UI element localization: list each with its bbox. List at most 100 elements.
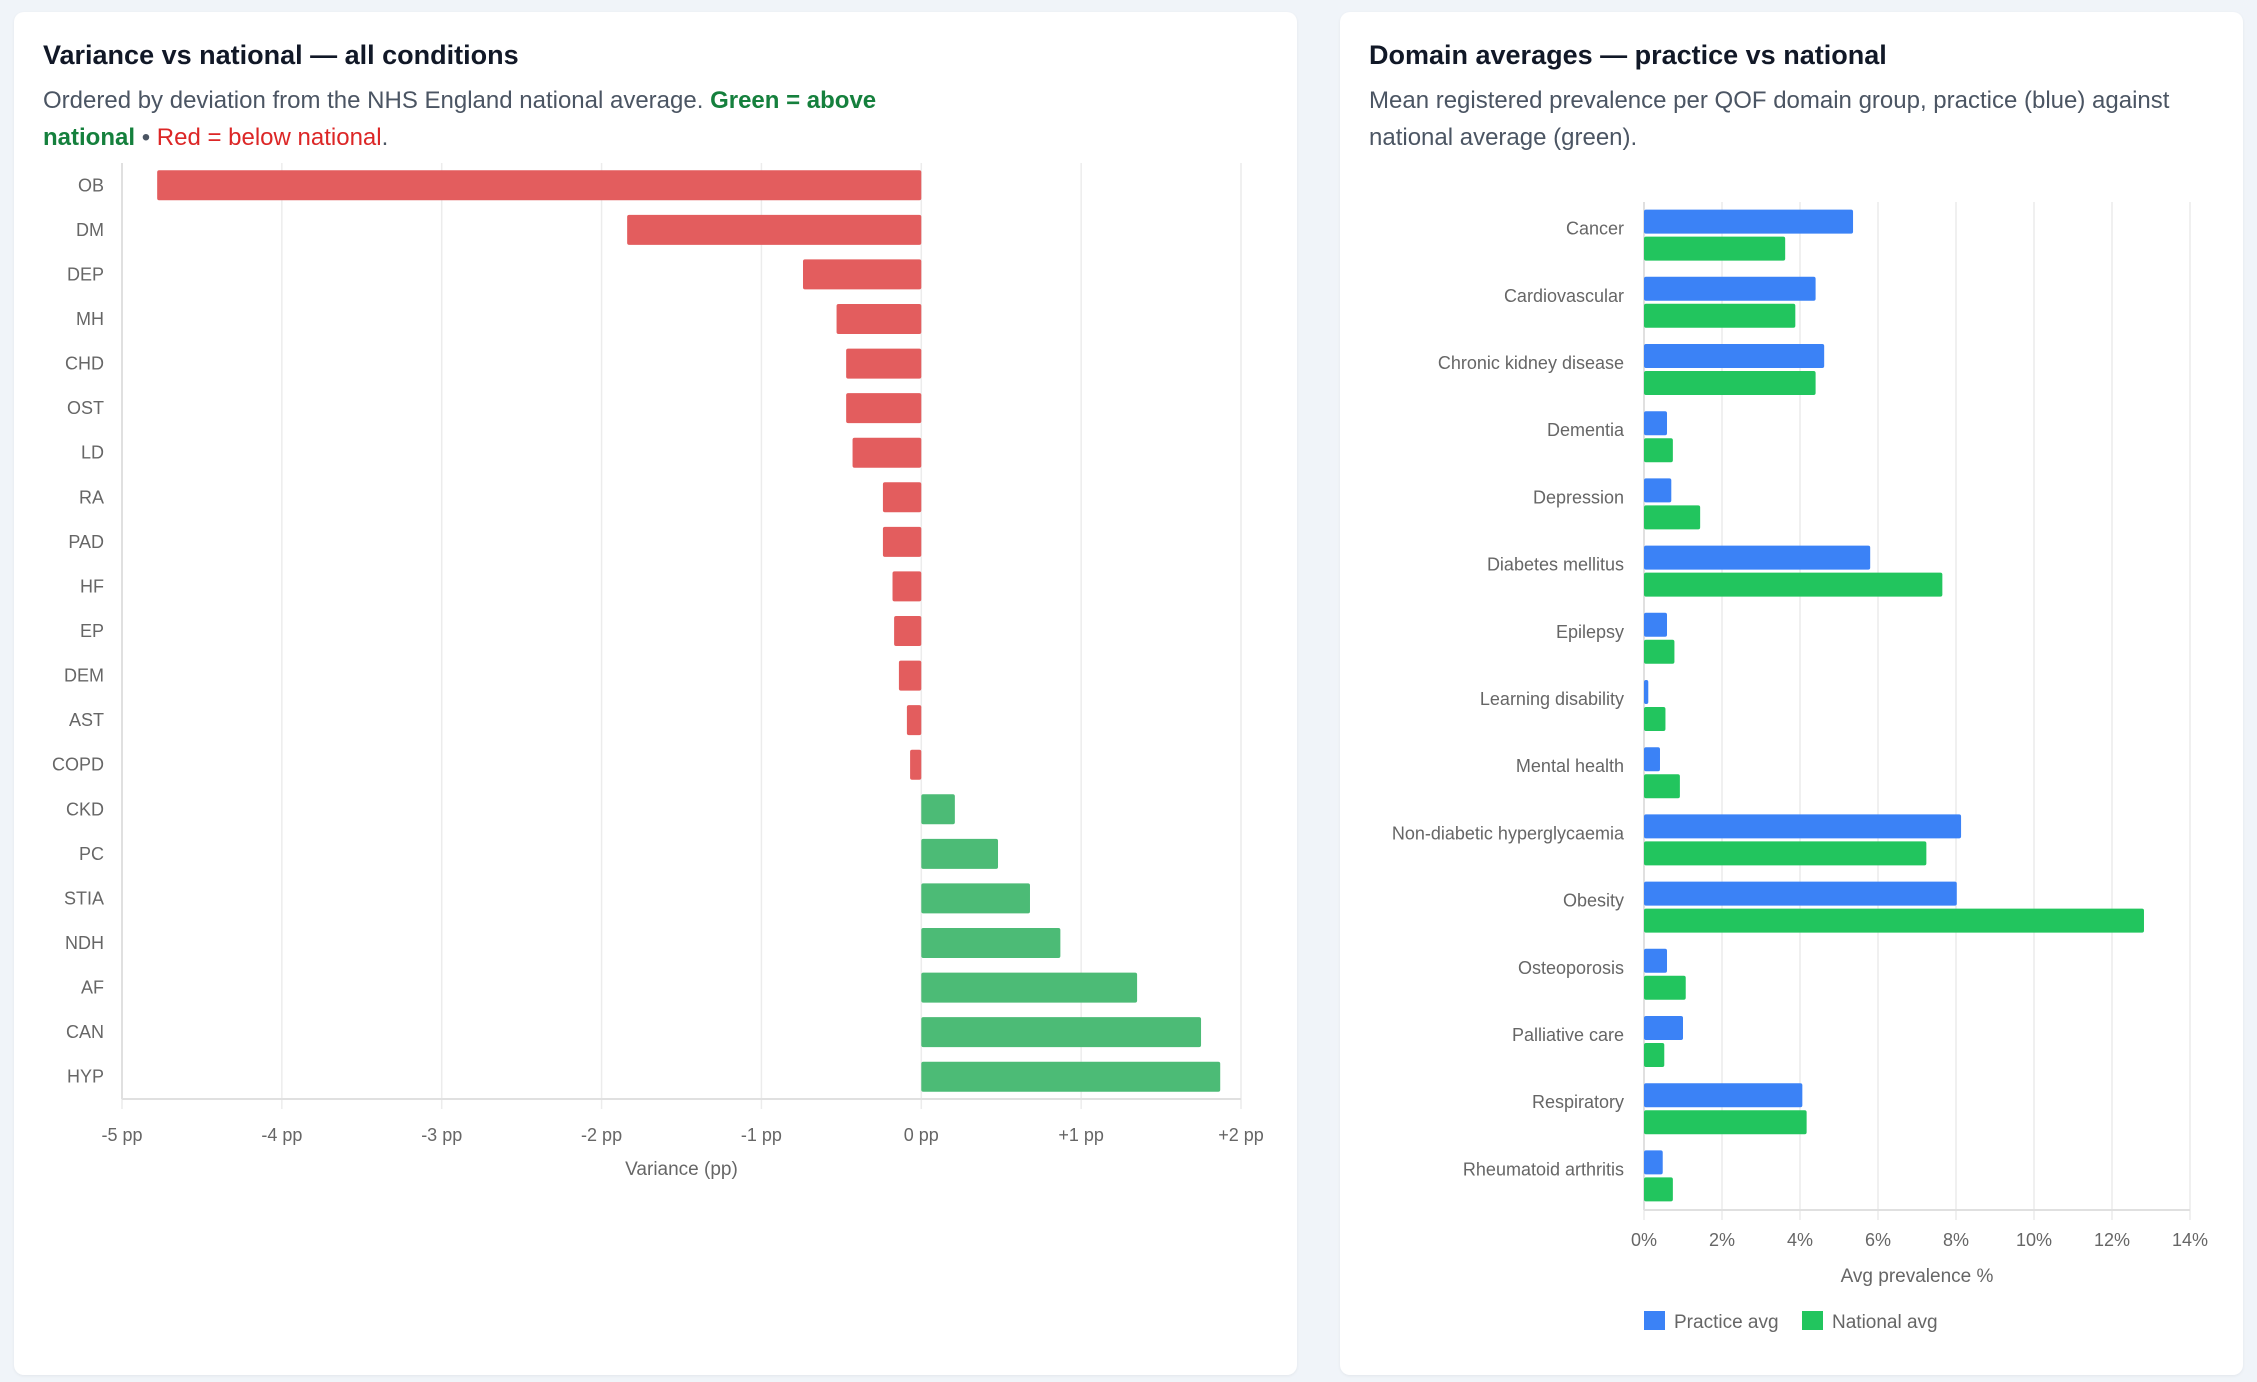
y-tick-label: Rheumatoid arthritis — [1463, 1159, 1624, 1179]
bar-ckd — [921, 794, 955, 825]
national-bar — [1644, 1110, 1807, 1135]
y-tick-label: MH — [76, 309, 104, 329]
y-tick-label: OB — [78, 175, 104, 195]
x-tick-label: 0 pp — [904, 1125, 939, 1145]
x-tick-label: 2% — [1709, 1230, 1735, 1250]
bar-ld — [852, 437, 922, 468]
y-tick-label: OST — [67, 398, 104, 418]
y-tick-label: Chronic kidney disease — [1438, 353, 1624, 373]
y-tick-label: DEP — [67, 264, 104, 284]
y-tick-label: NDH — [65, 933, 104, 953]
variance-chart: -5 pp -4 pp -3 pp -2 pp -1 pp 0 pp +1 pp +2 pp O… — [52, 163, 1264, 1180]
y-tick-label: HYP — [67, 1067, 104, 1087]
variance-card: Variance vs national — all conditions Or… — [14, 12, 1297, 1375]
y-tick-label: DEM — [64, 666, 104, 686]
y-tick-label: Cardiovascular — [1504, 286, 1624, 306]
variance-title: Variance vs national — all conditions — [43, 40, 519, 70]
legend-swatch — [1802, 1311, 1823, 1330]
y-tick-label: Learning disability — [1480, 689, 1624, 709]
legend-red-text: Red = below national — [156, 124, 382, 151]
y-tick-label: CKD — [66, 799, 104, 819]
bar-ob — [157, 170, 922, 201]
x-axis-title: Variance (pp) — [625, 1159, 738, 1180]
national-bar — [1644, 841, 1927, 866]
bar-stia — [921, 883, 1030, 914]
y-tick-label: STIA — [64, 888, 104, 908]
bar-hf — [892, 571, 922, 602]
legend-label: National avg — [1832, 1312, 1938, 1333]
practice-bar — [1644, 747, 1660, 772]
bar-hyp — [921, 1061, 1221, 1092]
subtitle-text: Ordered by deviation from the NHS Englan… — [43, 87, 704, 114]
bar-ast — [906, 705, 922, 736]
practice-bar — [1644, 680, 1649, 704]
x-tick-label: -2 pp — [581, 1125, 622, 1145]
bar-can — [921, 1017, 1202, 1048]
domain-chart: 0% 2% 4% 6% 8% 10% 12% 14% Cancer Cardiovascular C… — [1392, 202, 2208, 1333]
x-tick-label: -4 pp — [261, 1125, 302, 1145]
x-tick-label: 8% — [1943, 1230, 1969, 1250]
national-bar — [1644, 639, 1675, 664]
y-tick-label: Mental health — [1516, 756, 1624, 776]
practice-bar — [1644, 612, 1668, 637]
separator: • — [141, 124, 151, 151]
y-tick-label: Osteoporosis — [1518, 958, 1624, 978]
x-tick-label: 0% — [1631, 1230, 1657, 1250]
bar-pad — [882, 526, 922, 557]
national-bar — [1644, 303, 1796, 328]
domain-subtitle: Mean registered prevalence per QOF domai… — [1369, 87, 2170, 151]
x-tick-label: +1 pp — [1058, 1125, 1104, 1145]
national-bar — [1644, 707, 1666, 731]
practice-bar — [1644, 344, 1825, 368]
subtitle-suffix: . — [381, 124, 389, 151]
bar-ndh — [921, 928, 1061, 958]
practice-bar — [1644, 814, 1962, 839]
legend-swatch — [1644, 1311, 1665, 1330]
practice-bar — [1644, 881, 1957, 906]
national-bar — [1644, 236, 1786, 261]
practice-bar — [1644, 1083, 1803, 1108]
y-tick-label: PAD — [68, 532, 104, 552]
bar-ra — [882, 482, 922, 513]
y-tick-label: EP — [80, 621, 104, 641]
practice-bar — [1644, 209, 1854, 234]
national-bar — [1644, 975, 1686, 1000]
y-tick-label: Obesity — [1563, 891, 1624, 911]
y-tick-label: Palliative care — [1512, 1025, 1624, 1045]
y-tick-label: Dementia — [1547, 420, 1625, 440]
y-tick-label: COPD — [52, 755, 104, 775]
y-tick-label: CAN — [66, 1022, 104, 1042]
practice-bar — [1644, 478, 1672, 503]
y-tick-label: HF — [80, 576, 104, 596]
x-tick-label: 14% — [2172, 1230, 2208, 1250]
y-tick-label: Epilepsy — [1556, 622, 1624, 642]
practice-bar — [1644, 948, 1668, 973]
practice-bar — [1644, 545, 1871, 570]
bar-dep — [802, 259, 922, 290]
x-tick-label: -1 pp — [741, 1125, 782, 1145]
y-tick-label: LD — [81, 443, 104, 463]
y-tick-label: AST — [69, 710, 104, 730]
national-bar — [1644, 572, 1943, 597]
x-tick-label: 4% — [1787, 1230, 1813, 1250]
national-bar — [1644, 371, 1816, 395]
x-tick-label: -5 pp — [101, 1125, 142, 1145]
x-tick-label: 6% — [1865, 1230, 1891, 1250]
x-axis-title: Avg prevalence % — [1841, 1266, 1994, 1287]
bar-copd — [910, 749, 922, 780]
x-tick-label: +2 pp — [1218, 1125, 1264, 1145]
bar-ep — [894, 616, 922, 646]
bar-pc — [921, 838, 999, 869]
y-tick-label: PC — [79, 844, 104, 864]
bar-dm — [627, 214, 922, 245]
practice-bar — [1644, 1016, 1683, 1040]
practice-bar — [1644, 1150, 1663, 1175]
bar-ost — [846, 393, 922, 424]
national-bar — [1644, 774, 1680, 799]
national-bar — [1644, 1043, 1665, 1067]
bar-dem — [898, 660, 922, 691]
national-bar — [1644, 438, 1673, 463]
legend-label: Practice avg — [1674, 1312, 1779, 1333]
practice-bar — [1644, 276, 1816, 301]
national-bar — [1644, 1177, 1673, 1202]
